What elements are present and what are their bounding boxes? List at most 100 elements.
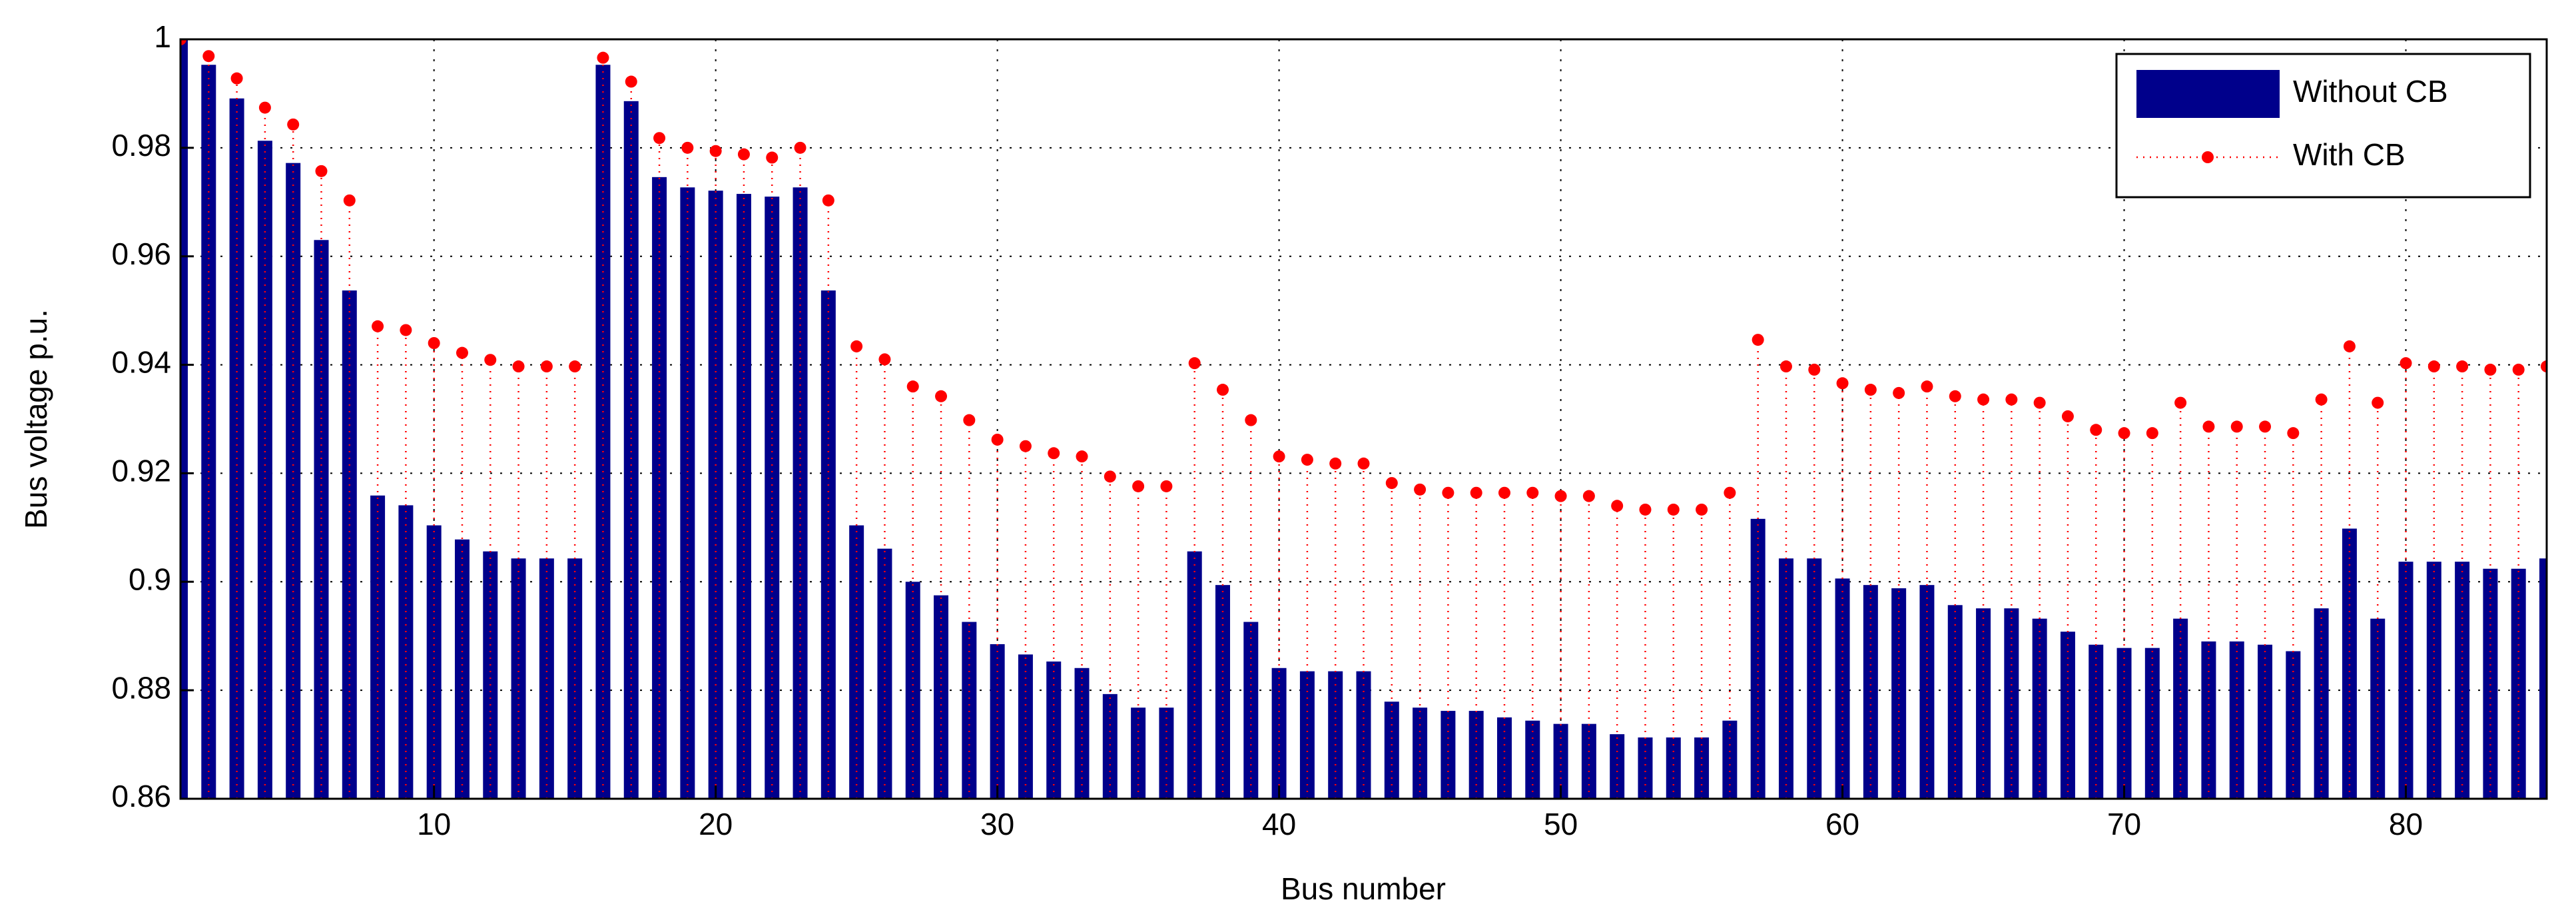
bar bbox=[849, 525, 864, 799]
dot bbox=[2061, 410, 2074, 422]
bar bbox=[1271, 668, 1287, 799]
y-axis-label: Bus voltage p.u. bbox=[19, 309, 53, 529]
dot bbox=[1639, 503, 1652, 516]
dot bbox=[1132, 480, 1145, 492]
dot bbox=[343, 194, 356, 207]
dot bbox=[822, 194, 834, 207]
dot bbox=[2372, 396, 2384, 409]
dot bbox=[906, 380, 919, 393]
dot bbox=[484, 354, 497, 366]
dot bbox=[2202, 420, 2215, 433]
bar bbox=[990, 644, 1005, 799]
dot bbox=[1048, 447, 1060, 460]
y-tick-label: 0.86 bbox=[111, 779, 171, 813]
bar bbox=[1018, 654, 1033, 799]
dot bbox=[1724, 486, 1736, 499]
bar bbox=[623, 101, 639, 799]
legend: Without CB With CB bbox=[2115, 53, 2531, 199]
dot bbox=[2343, 340, 2356, 352]
bar bbox=[1187, 551, 1202, 799]
x-tick-label: 20 bbox=[699, 807, 733, 841]
dot bbox=[2005, 393, 2018, 406]
dot bbox=[1836, 377, 1849, 390]
bar bbox=[1243, 622, 1259, 799]
dot bbox=[1245, 414, 1257, 426]
dot bbox=[1442, 486, 1454, 499]
dot bbox=[1921, 380, 1933, 393]
bar bbox=[877, 548, 892, 799]
dot bbox=[180, 39, 186, 45]
dot bbox=[1554, 490, 1567, 502]
dot bbox=[1779, 360, 1792, 373]
bar bbox=[1835, 578, 1850, 799]
dot bbox=[794, 141, 806, 154]
plot-area bbox=[180, 39, 2547, 799]
bar bbox=[934, 595, 949, 799]
bar bbox=[2398, 562, 2414, 799]
dot bbox=[287, 118, 300, 131]
bar bbox=[1299, 671, 1315, 799]
bar bbox=[1610, 734, 1625, 799]
x-tick-label: 30 bbox=[980, 807, 1014, 841]
y-tick-label: 0.88 bbox=[111, 670, 171, 705]
bar bbox=[652, 177, 667, 799]
x-axis-label: Bus number bbox=[1281, 871, 1446, 906]
dot bbox=[2287, 427, 2300, 440]
dot bbox=[1160, 480, 1173, 492]
dot bbox=[202, 50, 215, 63]
dot bbox=[456, 346, 468, 359]
dot bbox=[1217, 384, 1229, 396]
x-tick-label: 80 bbox=[2389, 807, 2423, 841]
dot bbox=[2541, 360, 2547, 373]
bar bbox=[793, 187, 808, 799]
dot bbox=[1667, 503, 1680, 516]
dot bbox=[935, 390, 948, 402]
dot bbox=[2259, 420, 2272, 433]
dot bbox=[878, 353, 891, 366]
dot bbox=[230, 72, 243, 85]
bar bbox=[905, 582, 920, 799]
bar bbox=[2483, 568, 2498, 799]
dot bbox=[1582, 490, 1595, 502]
dot bbox=[1076, 450, 1088, 463]
x-tick-label: 40 bbox=[1262, 807, 1296, 841]
bar bbox=[1666, 737, 1681, 799]
y-tick-label: 0.96 bbox=[111, 236, 171, 271]
dot bbox=[540, 360, 553, 373]
dot bbox=[569, 360, 581, 373]
dot bbox=[400, 324, 412, 336]
bar bbox=[2426, 562, 2441, 799]
dot bbox=[1893, 386, 1905, 399]
dot bbox=[1329, 457, 1342, 470]
y-tick-label: 1 bbox=[154, 19, 171, 54]
bar bbox=[1891, 588, 1907, 799]
bar bbox=[2144, 648, 2160, 799]
bar bbox=[1581, 723, 1596, 799]
bar bbox=[1159, 707, 1174, 799]
bar bbox=[286, 163, 301, 799]
dot bbox=[766, 151, 779, 164]
dot bbox=[428, 337, 440, 349]
bar bbox=[2004, 608, 2019, 799]
dot bbox=[737, 148, 750, 161]
dot bbox=[625, 75, 637, 88]
bar bbox=[1976, 608, 1991, 799]
x-tick-label: 60 bbox=[1825, 807, 1859, 841]
y-tick-label: 0.94 bbox=[111, 345, 171, 380]
dot bbox=[597, 51, 609, 64]
bar bbox=[1468, 711, 1484, 799]
bar bbox=[1525, 720, 1540, 799]
bar bbox=[2116, 648, 2132, 799]
dot bbox=[1752, 334, 1764, 346]
dot bbox=[2146, 427, 2158, 440]
dot bbox=[2033, 396, 2046, 409]
dot bbox=[2512, 363, 2525, 376]
bar bbox=[1384, 701, 1399, 799]
bar bbox=[1638, 737, 1653, 799]
legend-label: With CB bbox=[2293, 137, 2406, 172]
dot bbox=[653, 132, 666, 145]
bar bbox=[454, 539, 470, 799]
dot bbox=[1949, 390, 1961, 402]
bar bbox=[708, 191, 723, 799]
dot bbox=[1414, 483, 1427, 496]
